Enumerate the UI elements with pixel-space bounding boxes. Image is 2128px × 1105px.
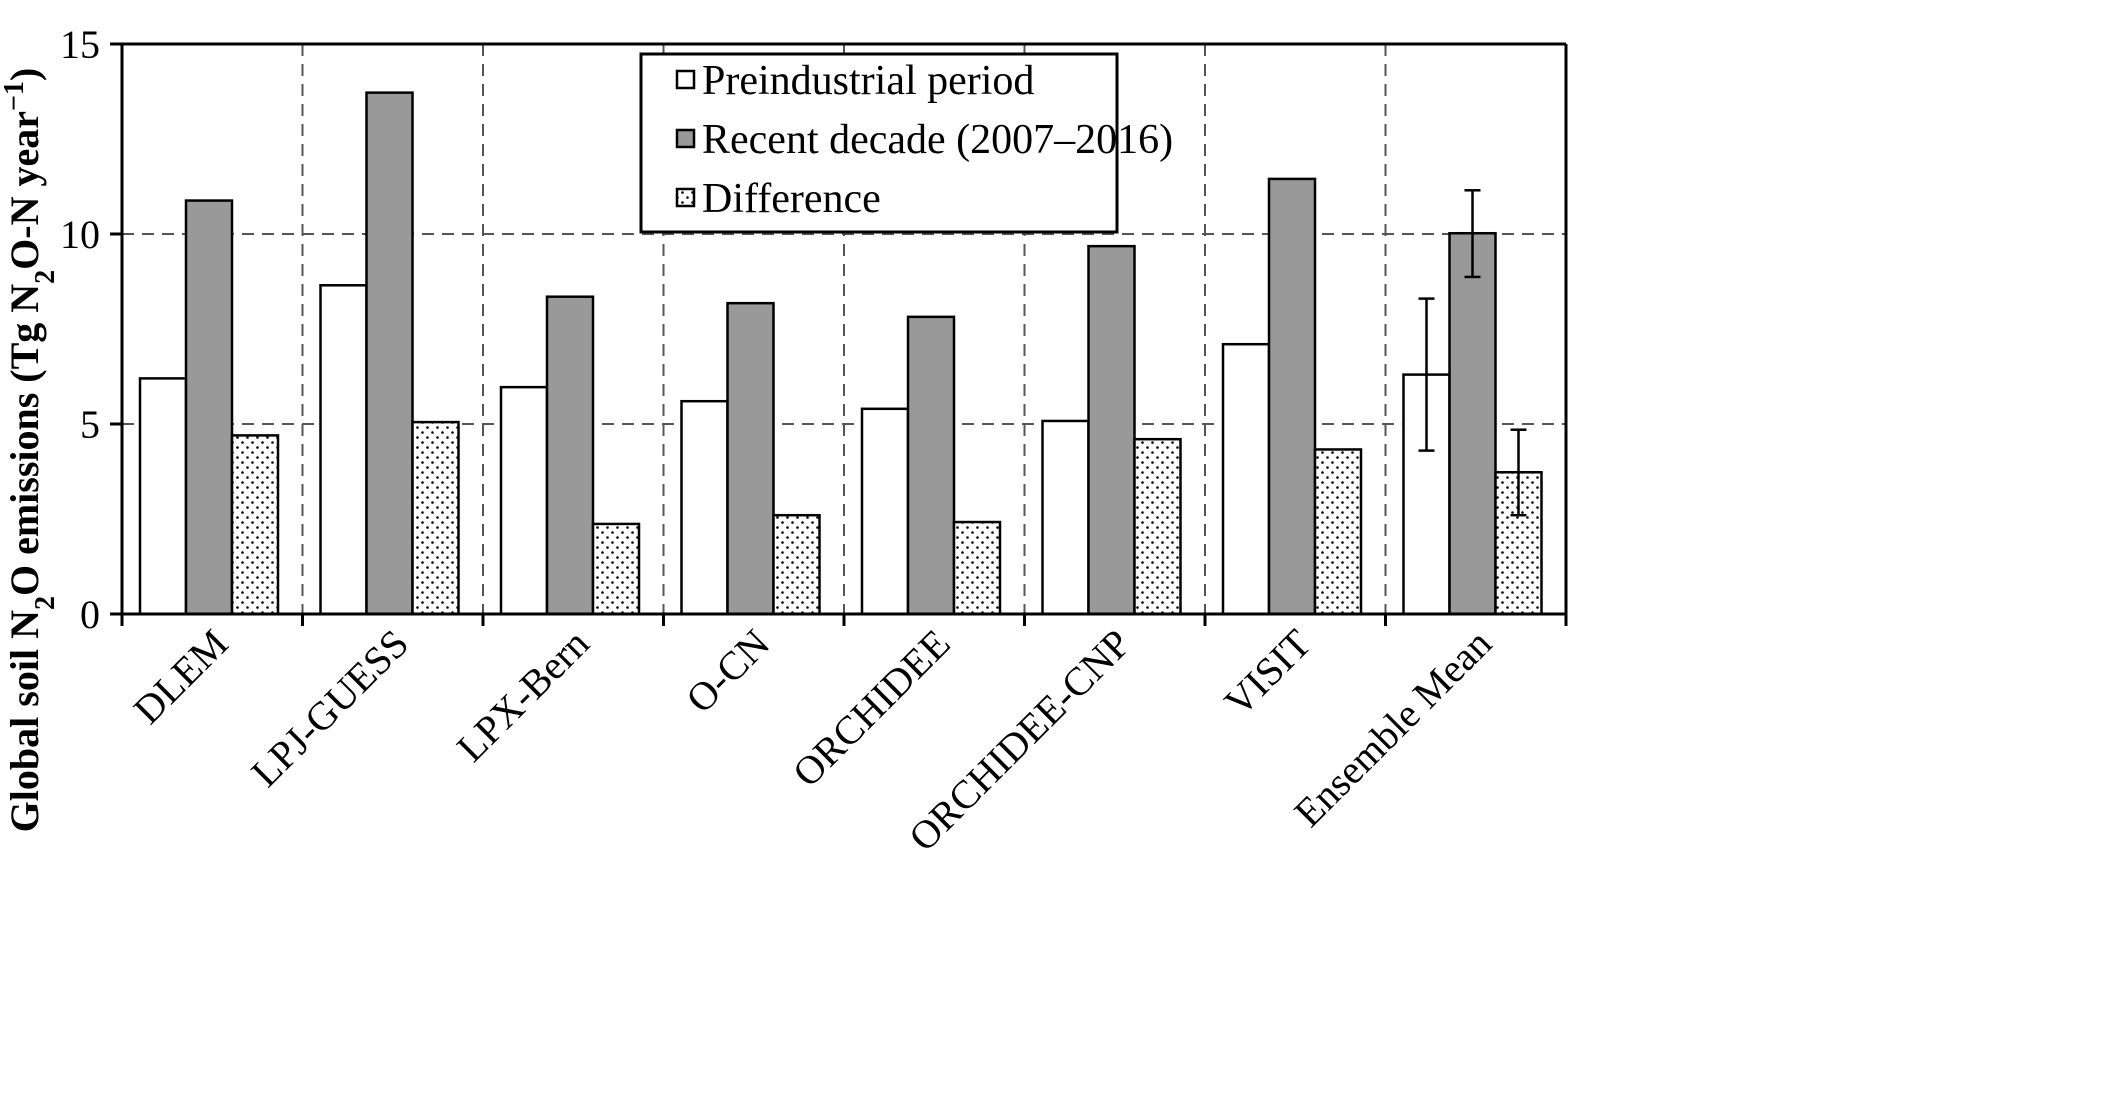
bar-lpj-guess-series-2: [411, 420, 460, 616]
bar-o-cn-series-0: [680, 399, 729, 616]
y-tick-label: 0: [80, 592, 100, 637]
error-bars: [1418, 189, 1527, 517]
bar-lpx-bern-series-1: [545, 295, 595, 616]
error-bar-series-1: [1464, 189, 1481, 279]
bar-dlem-series-0: [138, 377, 188, 616]
bar-dlem-series-2: [230, 434, 280, 616]
bar-orchidee-cnp-series-0: [1041, 419, 1090, 616]
axes: [110, 42, 1568, 626]
bar-orchidee-cnp-series-1: [1087, 244, 1136, 616]
bar-lpj-guess-series-0: [319, 284, 368, 616]
legend-swatch: [675, 187, 696, 208]
y-tick-label: 5: [80, 402, 100, 447]
bar-visit-series-2: [1313, 448, 1363, 616]
legend-label: Difference: [702, 176, 881, 222]
y-axis-label: Global soil N2O emissions (Tg N2O-N year…: [0, 68, 61, 833]
legend-label: Preindustrial period: [702, 58, 1034, 104]
bar-orchidee-cnp-series-2: [1133, 437, 1182, 616]
x-category-label: DLEM: [125, 621, 237, 733]
bar-o-cn-series-2: [772, 513, 821, 616]
legend-swatch: [675, 69, 696, 90]
x-category-label: ORCHIDEE: [784, 621, 959, 796]
legend: Preindustrial period Recent decade (2007–…: [639, 52, 1173, 234]
legend-box: [639, 52, 1119, 234]
bar-visit-series-1: [1267, 177, 1317, 616]
bar-o-cn-series-1: [726, 301, 775, 616]
bar-dlem-series-1: [184, 199, 234, 616]
bar-lpx-bern-series-0: [499, 385, 549, 616]
x-category-label: VISIT: [1216, 621, 1320, 725]
x-category-label: LPJ-GUESS: [242, 621, 417, 796]
bar-lpj-guess-series-1: [365, 91, 414, 616]
y-tick-labels: 0 5 10 15: [60, 22, 100, 637]
bar-orchidee-series-2: [952, 520, 1002, 616]
error-bar-series-2: [1510, 428, 1527, 517]
x-category-label: LPX-Bern: [448, 621, 598, 771]
x-category-label: O-CN: [677, 621, 778, 722]
error-bar-series-0: [1418, 297, 1435, 452]
legend-swatch: [675, 128, 696, 149]
bar-orchidee-series-0: [860, 407, 910, 616]
y-tick-label: 10: [60, 212, 100, 257]
bar-lpx-bern-series-2: [591, 522, 641, 616]
legend-label: Recent decade (2007–2016): [702, 117, 1173, 163]
bar-orchidee-series-1: [906, 315, 956, 616]
y-tick-label: 15: [60, 22, 100, 67]
bar-visit-series-0: [1221, 342, 1271, 616]
x-category-labels: DLEM LPJ-GUESS LPX-Bern O-CN ORCHIDEEORCHIDE…: [125, 621, 1500, 860]
bar-ensemble-mean-series-1: [1448, 231, 1497, 616]
